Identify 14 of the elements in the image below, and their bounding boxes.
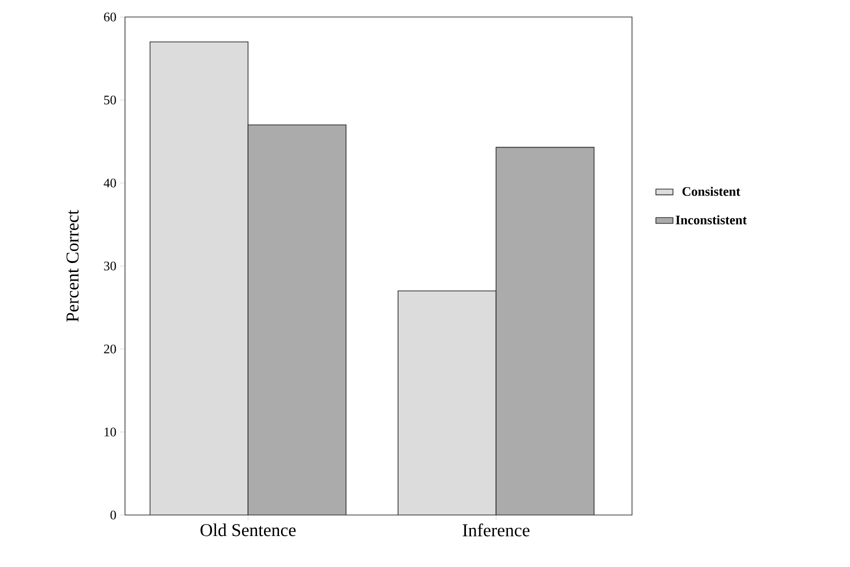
y-tick-label: 50 — [104, 96, 116, 104]
bar — [248, 124, 346, 515]
legend-label: Inconstistent — [676, 215, 747, 224]
y-tick-label: 20 — [104, 344, 116, 354]
x-tick-label: Inference — [462, 524, 530, 536]
bar — [496, 146, 594, 515]
y-tick-label: 40 — [104, 178, 116, 188]
y-tick-label: 30 — [104, 262, 116, 270]
y-tick-label: 60 — [104, 12, 116, 22]
y-axis-title: Percent Correct — [66, 210, 79, 322]
legend-label: Consistent — [682, 186, 740, 196]
x-tick-label: Old Sentence — [200, 524, 296, 536]
y-tick-label: 10 — [104, 428, 116, 436]
y-tick-label: 0 — [110, 510, 116, 520]
